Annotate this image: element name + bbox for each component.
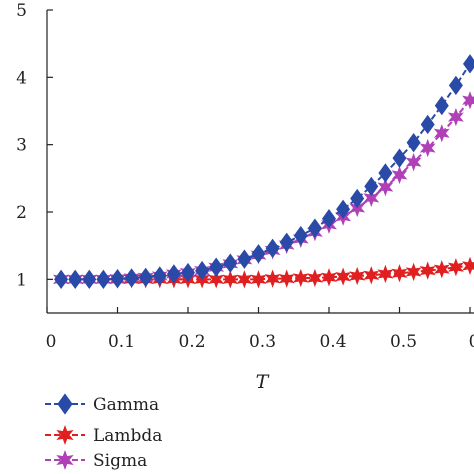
- data-point-gamma: [463, 54, 474, 74]
- data-point-gamma: [434, 95, 449, 116]
- data-point-gamma: [448, 75, 463, 96]
- data-point-sigma: [433, 124, 450, 143]
- data-point-lambda: [335, 267, 352, 286]
- legend-item-sigma: Sigma: [45, 450, 147, 471]
- x-tick-label: 0.2: [178, 332, 205, 352]
- data-point-lambda: [391, 264, 408, 283]
- data-point-lambda: [250, 270, 267, 289]
- data-point-lambda: [349, 266, 366, 286]
- data-point-gamma: [350, 188, 365, 209]
- y-tick-label: 1: [16, 270, 27, 290]
- data-point-gamma: [322, 209, 336, 229]
- data-point-lambda: [405, 262, 422, 282]
- data-point-gamma: [152, 266, 167, 286]
- data-point-gamma: [265, 238, 280, 259]
- data-point-gamma: [279, 232, 294, 252]
- data-point-gamma: [223, 253, 238, 273]
- data-point-sigma: [405, 153, 422, 172]
- y-tick-label: 2: [16, 203, 27, 223]
- data-point-gamma: [195, 260, 210, 281]
- series-group: [53, 54, 474, 290]
- x-tick-label: 0.4: [319, 332, 346, 352]
- y-tick-label: 4: [16, 68, 27, 88]
- data-point-lambda: [377, 264, 394, 284]
- x-tick-label: 0.5: [390, 332, 417, 352]
- data-point-gamma: [251, 244, 266, 264]
- data-point-gamma: [336, 199, 351, 219]
- data-point-gamma: [420, 114, 435, 135]
- data-point-gamma: [124, 268, 139, 288]
- legend-marker-sigma: [56, 450, 74, 470]
- legend: Gamma Lambda Sigma: [45, 393, 162, 471]
- axes: 1 2 3 4 5 0 0.1 0.2 0.3 0.4 0.5 0 T: [16, 1, 474, 393]
- y-tick-label: 3: [16, 136, 27, 156]
- data-point-gamma: [138, 267, 153, 287]
- legend-item-lambda: Lambda: [45, 425, 162, 446]
- series-sigma: [53, 91, 474, 289]
- data-point-gamma: [237, 249, 252, 269]
- data-point-sigma: [447, 107, 464, 127]
- data-point-sigma: [462, 91, 474, 110]
- data-point-gamma: [96, 269, 111, 290]
- x-tick-label: 0: [469, 332, 474, 352]
- data-point-gamma: [378, 163, 393, 183]
- x-axis-label: T: [256, 371, 270, 393]
- y-tick-label: 5: [16, 1, 27, 21]
- series-gamma: [54, 54, 474, 290]
- data-point-gamma: [54, 269, 69, 290]
- data-point-lambda: [236, 270, 253, 289]
- legend-label-sigma: Sigma: [93, 451, 147, 471]
- data-point-gamma: [166, 264, 181, 284]
- legend-label-lambda: Lambda: [93, 426, 162, 446]
- data-point-sigma: [377, 177, 394, 197]
- data-point-gamma: [293, 225, 308, 246]
- legend-marker-gamma: [57, 393, 73, 415]
- data-point-gamma: [181, 262, 195, 283]
- data-point-lambda: [419, 261, 436, 280]
- data-point-gamma: [68, 269, 83, 290]
- series-line-sigma: [61, 99, 471, 281]
- data-point-gamma: [364, 176, 379, 197]
- data-point-gamma: [406, 132, 421, 153]
- data-point-gamma: [110, 268, 125, 289]
- data-point-lambda: [462, 256, 474, 276]
- data-point-sigma: [391, 165, 408, 185]
- data-point-lambda: [447, 258, 464, 277]
- data-point-gamma: [209, 257, 224, 277]
- data-point-gamma: [307, 218, 322, 238]
- x-tick-label: 0: [46, 332, 57, 352]
- data-point-lambda: [321, 268, 337, 287]
- data-point-lambda: [363, 266, 380, 285]
- data-point-sigma: [419, 138, 436, 158]
- series-line-gamma: [61, 63, 471, 281]
- data-point-lambda: [306, 268, 323, 288]
- legend-label-gamma: Gamma: [93, 395, 159, 415]
- data-point-gamma: [82, 269, 97, 290]
- data-point-lambda: [433, 260, 450, 279]
- data-point-lambda: [278, 269, 295, 288]
- data-point-sigma: [363, 188, 380, 208]
- data-point-gamma: [392, 148, 407, 168]
- x-tick-label: 0.3: [249, 332, 276, 352]
- legend-marker-lambda: [56, 425, 74, 445]
- x-tick-label: 0.1: [108, 332, 135, 352]
- legend-item-gamma: Gamma: [45, 393, 159, 415]
